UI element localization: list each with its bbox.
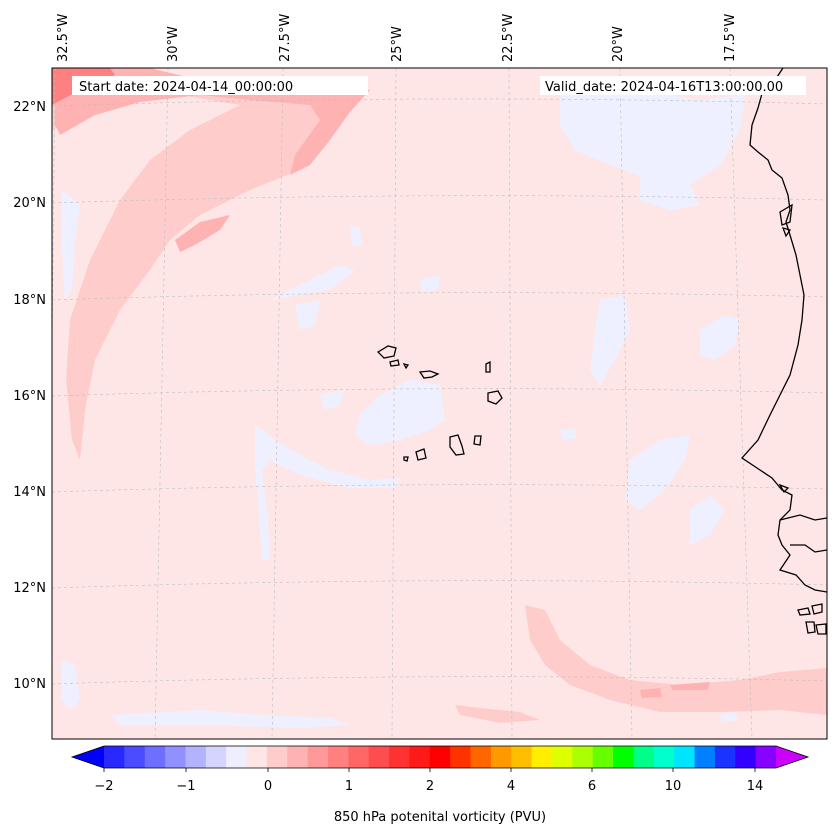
colorbar-cell <box>511 746 533 768</box>
valid-date-label: Valid_date: 2024-04-16T13:00:00.00 <box>545 80 783 95</box>
colorbar-cell <box>592 746 614 768</box>
latitude-labels: 22°N 20°N 18°N 16°N 14°N 12°N 10°N <box>13 100 46 692</box>
colorbar-tick-label: 10 <box>665 779 682 794</box>
lat-label: 20°N <box>13 196 46 211</box>
colorbar-tick-label: 14 <box>747 779 764 794</box>
colorbar-cell <box>490 746 512 768</box>
colorbar-tick-label: 6 <box>588 779 596 794</box>
colorbar-cell <box>450 746 472 768</box>
colorbar-cell <box>246 746 268 768</box>
colorbar-cell <box>328 746 349 768</box>
colorbar-cell <box>307 746 329 768</box>
colorbar-cell <box>165 746 186 768</box>
colorbar-cell <box>714 746 736 768</box>
colorbar-tick-label: 4 <box>507 779 515 794</box>
lat-label: 18°N <box>13 293 46 308</box>
lon-label: 25°W <box>390 26 405 62</box>
colorbar-cell <box>470 746 492 768</box>
colorbar-cell <box>144 746 166 768</box>
colorbar-cell <box>205 746 227 768</box>
colorbar-tick-label: 2 <box>426 779 434 794</box>
colorbar: −2 −1 0 1 2 4 6 10 14 850 hPa potenital … <box>70 745 810 825</box>
colorbar-cell <box>552 746 573 768</box>
start-date-label: Start date: 2024-04-14_00:00:00 <box>79 80 293 95</box>
colorbar-tick-label: −1 <box>176 779 195 794</box>
colorbar-tick-label: −2 <box>94 779 113 794</box>
map-frame <box>51 67 828 740</box>
colorbar-cell <box>368 746 390 768</box>
colorbar-cell <box>613 746 634 768</box>
longitude-labels: 32.5°W 30°W 27.5°W 25°W 22.5°W 20°W 17.5… <box>56 14 738 62</box>
colorbar-cell <box>185 746 207 768</box>
negative-pv-patches <box>62 90 745 728</box>
lat-label: 22°N <box>13 100 46 115</box>
valid-date-box <box>540 76 806 95</box>
colorbar-cell <box>653 746 675 768</box>
colorbar-cell <box>735 746 757 768</box>
colorbar-cells <box>104 746 777 768</box>
lon-label: 17.5°W <box>723 14 738 62</box>
colorbar-tick-marks <box>103 768 756 772</box>
colorbar-max-extend <box>776 746 808 768</box>
colorbar-cell <box>266 746 288 768</box>
colorbar-tick-labels: −2 −1 0 1 2 4 6 10 14 <box>94 779 763 794</box>
pv-field <box>52 68 827 739</box>
colorbar-cell <box>572 746 594 768</box>
lon-label: 22.5°W <box>501 14 516 62</box>
colorbar-cell <box>124 746 146 768</box>
lat-label: 10°N <box>13 677 46 692</box>
lon-label: 30°W <box>166 26 181 62</box>
colorbar-cell <box>287 746 309 768</box>
colorbar-tick-label: 0 <box>264 779 272 794</box>
lat-label: 16°N <box>13 389 46 404</box>
lat-label: 14°N <box>13 485 46 500</box>
colorbar-cell <box>348 746 370 768</box>
colorbar-cell <box>674 746 696 768</box>
colorbar-cell <box>429 746 451 768</box>
colorbar-cell <box>104 746 125 768</box>
coastline <box>741 68 827 635</box>
colorbar-cell <box>755 746 777 768</box>
colorbar-cell <box>531 746 553 768</box>
pv-band-light <box>52 68 827 723</box>
lon-label: 32.5°W <box>56 14 71 62</box>
colorbar-cell <box>694 746 716 768</box>
lon-label: 20°W <box>611 26 626 62</box>
lon-label: 27.5°W <box>278 14 293 62</box>
cape-verde-islands <box>376 345 503 462</box>
start-date-box <box>72 76 368 95</box>
colorbar-tick-label: 1 <box>345 779 353 794</box>
lat-label: 12°N <box>13 581 46 596</box>
colorbar-cell <box>226 746 248 768</box>
colorbar-cell <box>409 746 431 768</box>
colorbar-title: 850 hPa potenital vorticity (PVU) <box>334 810 546 825</box>
colorbar-min-extend <box>72 746 104 768</box>
colorbar-cell <box>389 746 410 768</box>
colorbar-cell <box>633 746 655 768</box>
gridlines <box>52 68 827 739</box>
